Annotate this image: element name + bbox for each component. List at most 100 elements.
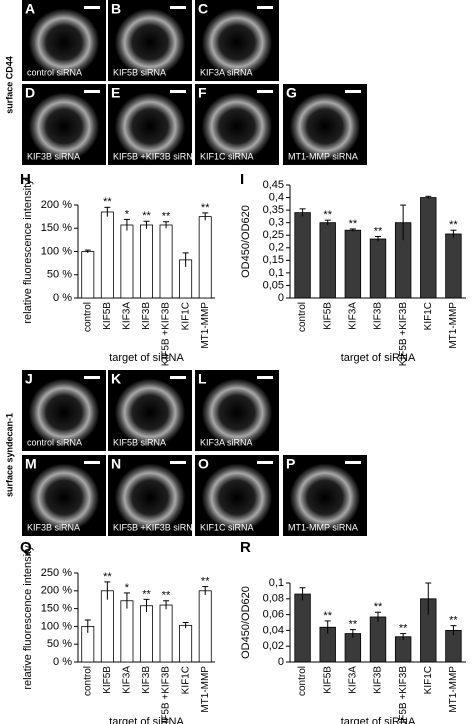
cell-ring: [114, 92, 186, 161]
panel-caption: KIF5B siRNA: [113, 67, 166, 77]
bar: [100, 590, 114, 663]
cell-ring: [289, 92, 361, 161]
cell-ring: [114, 378, 186, 447]
panel-letter: B: [111, 1, 121, 17]
significance: **: [201, 202, 210, 214]
panel-letter: O: [198, 456, 209, 472]
y-axis-label: OD450/OD620: [240, 205, 252, 278]
significance: **: [323, 610, 332, 622]
y-tick-label: 100 %: [41, 245, 72, 257]
panel-caption: KIF1C siRNA: [200, 522, 254, 532]
x-tick-label: KIF1C: [180, 666, 191, 694]
panel-letter: P: [286, 456, 295, 472]
y-tick-label: 100 %: [41, 620, 72, 632]
significance: **: [162, 590, 171, 602]
bar: [420, 197, 437, 299]
significance: **: [142, 588, 151, 600]
y-tick-label: 0,05: [263, 279, 284, 291]
x-tick-label: KIF3B: [141, 666, 152, 694]
panel-letter: L: [198, 371, 207, 387]
panel-letter: C: [198, 1, 208, 17]
x-tick-label: KIF3A: [122, 302, 133, 330]
scale-bar: [170, 461, 186, 464]
scale-bar: [84, 376, 100, 379]
bar: [294, 593, 311, 663]
bar: [198, 216, 212, 299]
cell-ring: [28, 92, 100, 161]
panel-letter: R: [240, 539, 251, 556]
x-tick-label: KIF3B: [373, 302, 384, 330]
panel-letter: Q: [20, 539, 32, 556]
panel-caption: KIF5B siRNA: [113, 437, 166, 447]
y-tick-label: 0 %: [53, 292, 72, 304]
panel-caption: KIF1C siRNA: [200, 151, 254, 161]
panel-caption: KIF3A siRNA: [200, 437, 253, 447]
x-tick-label: KIF5B: [322, 666, 333, 694]
panel-letter: M: [25, 456, 37, 472]
y-tick-label: 0,06: [263, 609, 284, 621]
significance: **: [449, 219, 458, 231]
cell-ring: [201, 463, 273, 532]
x-tick-label: KIF3A: [122, 666, 133, 694]
panel-letter: E: [111, 85, 120, 101]
scale-bar: [84, 6, 100, 9]
panel-letter: A: [25, 1, 35, 17]
x-tick-label: MT1-MMP: [200, 666, 211, 713]
panel-caption: KIF3B siRNA: [27, 522, 80, 532]
scale-bar: [345, 461, 361, 464]
panel-caption: MT1-MMP siRNA: [288, 151, 358, 161]
y-tick-label: 0: [278, 656, 284, 668]
panel-letter: K: [111, 371, 121, 387]
scale-bar: [84, 90, 100, 93]
scale-bar: [170, 90, 186, 93]
x-tick-label: KIF5B: [102, 666, 113, 694]
panel-caption: KIF5B +KIF3B siRNA: [113, 522, 199, 532]
y-tick-label: 200 %: [41, 585, 72, 597]
panel-letter: I: [240, 171, 244, 188]
x-tick-label: MT1-MMP: [448, 302, 459, 349]
y-tick-label: 0,3: [269, 217, 284, 229]
cell-ring: [28, 8, 100, 77]
panel-caption: KIF3B siRNA: [27, 151, 80, 161]
panel-caption: MT1-MMP siRNA: [288, 522, 358, 532]
y-tick-label: 150 %: [41, 222, 72, 234]
bar: [81, 251, 95, 299]
bar: [445, 233, 462, 299]
cell-ring: [289, 463, 361, 532]
scale-bar: [345, 90, 361, 93]
x-axis-label: target of siRNA: [341, 352, 416, 364]
x-tick-label: KIF5B +KIF3B: [161, 302, 172, 367]
panel-letter: F: [198, 85, 207, 101]
cell-ring: [201, 8, 273, 77]
y-tick-label: 0,2: [269, 242, 284, 254]
bar: [100, 211, 114, 299]
scale-bar: [257, 6, 273, 9]
scale-bar: [84, 461, 100, 464]
cell-ring: [201, 92, 273, 161]
bar: [159, 224, 173, 299]
cell-ring: [114, 463, 186, 532]
x-tick-label: KIF5B +KIF3B: [398, 666, 409, 724]
significance: **: [374, 601, 383, 613]
y-axis-label: relative fluorescence intensity: [22, 179, 34, 324]
scale-bar: [257, 376, 273, 379]
panel-caption: KIF5B +KIF3B siRNA: [113, 151, 199, 161]
y-tick-label: 50 %: [47, 269, 72, 281]
panel-caption: control siRNA: [27, 67, 82, 77]
panel-caption: control siRNA: [27, 437, 82, 447]
bar: [198, 590, 212, 663]
scale-bar: [257, 90, 273, 93]
x-tick-label: KIF5B +KIF3B: [161, 666, 172, 724]
row-label: surface CD44: [4, 56, 14, 114]
y-tick-label: 0,1: [269, 577, 284, 589]
scale-bar: [170, 376, 186, 379]
cell-ring: [28, 463, 100, 532]
y-tick-label: 0,45: [263, 179, 284, 191]
x-tick-label: KIF5B +KIF3B: [398, 302, 409, 367]
significance: *: [125, 582, 130, 594]
bar: [140, 224, 153, 299]
bar: [159, 604, 173, 663]
y-tick-label: 0,35: [263, 204, 284, 216]
x-tick-label: KIF3B: [373, 666, 384, 694]
bar: [369, 238, 387, 299]
